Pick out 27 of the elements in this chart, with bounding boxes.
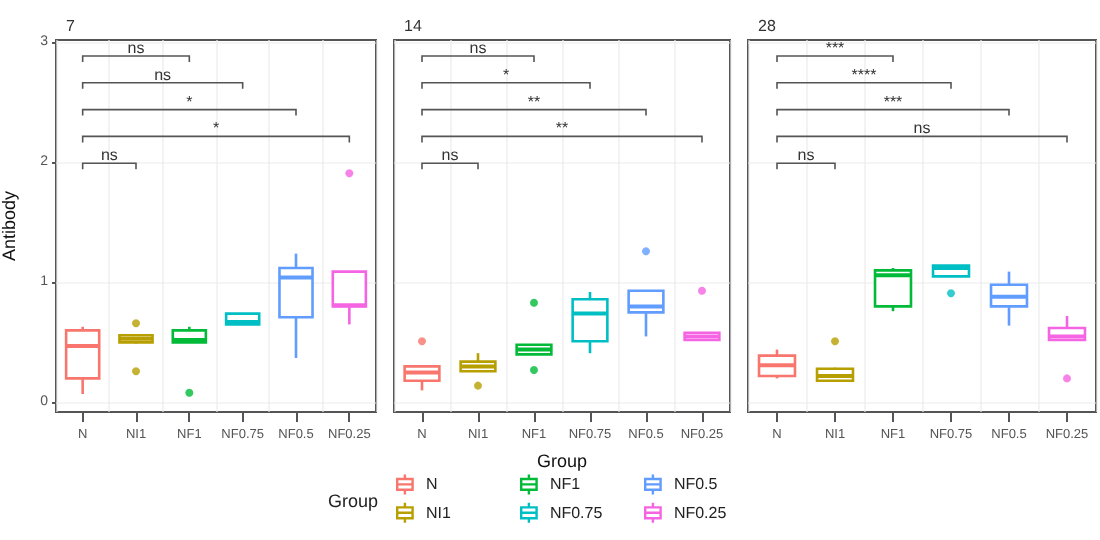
chart-title: 28	[758, 17, 777, 35]
y-axis-title: Antibody	[0, 189, 20, 262]
annotation: *	[212, 119, 220, 138]
annotation: ns	[127, 39, 145, 57]
legend-label: NF0.5	[673, 475, 719, 494]
annotation: ns	[797, 146, 815, 165]
annotation: *	[186, 92, 193, 111]
annotation: ns	[469, 39, 487, 57]
x-axis-title: Group	[536, 450, 588, 471]
legend-label: NF0.75	[549, 503, 604, 522]
annotation: **	[527, 92, 541, 111]
annotation: ***	[883, 92, 903, 111]
chart-title: 14	[404, 17, 423, 35]
annotation: ****	[851, 65, 877, 84]
annotation: ns	[913, 119, 931, 138]
annotation: ns	[100, 146, 118, 165]
legend-label: NF1	[549, 475, 582, 494]
annotation: ns	[154, 65, 172, 84]
annotation: ***	[825, 39, 845, 57]
legend-label: N	[425, 475, 438, 494]
legend-label: NI1	[425, 503, 452, 522]
legend-title: Group	[328, 491, 379, 511]
annotation: **	[555, 119, 569, 138]
chart-title: 7	[66, 17, 76, 35]
annotation: *	[502, 65, 510, 84]
legend-label: NF0.25	[673, 503, 728, 522]
annotation: ns	[441, 146, 459, 165]
